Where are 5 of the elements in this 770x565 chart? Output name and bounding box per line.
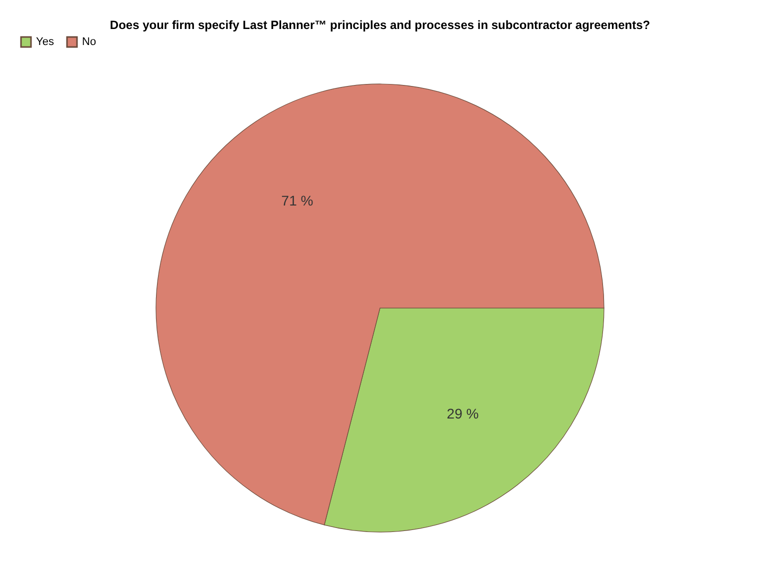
data-label: 29 % [446,406,479,422]
legend-label: No [82,36,96,48]
data-label: 71 % [281,192,314,208]
legend-label: Yes [36,36,54,48]
chart-title: Does your firm specify Last Planner™ principles and processes in subcontractor agreements? [110,18,650,32]
